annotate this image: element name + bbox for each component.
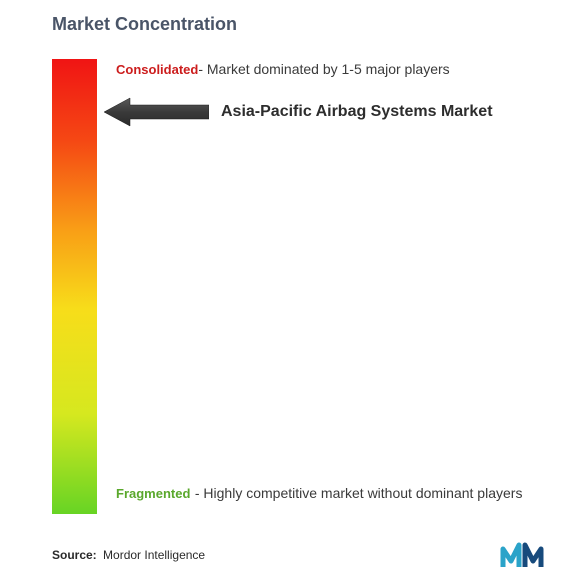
source-name: Mordor Intelligence	[103, 548, 205, 562]
consolidated-term: Consolidated	[116, 62, 198, 77]
arrow-left-icon	[104, 97, 209, 127]
gradient-bar	[52, 59, 97, 514]
source-label: Source:	[52, 548, 97, 562]
fragmented-desc: - Highly competitive market without domi…	[195, 485, 523, 501]
concentration-chart: Consolidated - Market dominated by 1-5 m…	[52, 59, 548, 519]
fragmented-label-row: Fragmented - Highly competitive market w…	[116, 482, 556, 507]
mordor-logo-icon	[500, 539, 546, 569]
source-attribution: Source: Mordor Intelligence	[52, 548, 205, 562]
consolidated-desc: - Market dominated by 1-5 major players	[198, 61, 449, 77]
fragmented-term: Fragmented	[116, 486, 190, 501]
market-indicator-row: Asia-Pacific Airbag Systems Market	[104, 97, 493, 127]
market-name: Asia-Pacific Airbag Systems Market	[221, 103, 493, 121]
consolidated-label-row: Consolidated - Market dominated by 1-5 m…	[116, 61, 450, 77]
page-title: Market Concentration	[52, 14, 548, 35]
